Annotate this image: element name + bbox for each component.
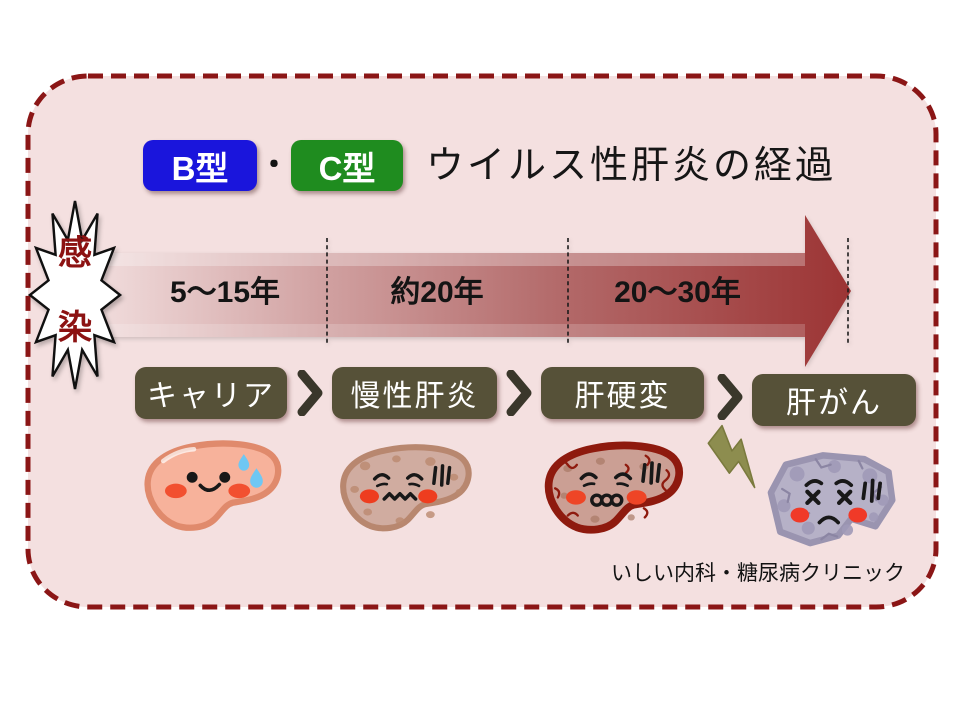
hepatitis-b-badge: B型 [143,140,257,191]
slide-title: ウイルス性肝炎の経過 [426,145,837,187]
sweat-drop-icon [238,454,263,488]
clinic-credit: いしい内科・糖尿病クリニック [611,562,905,585]
stage-box-liver-cancer: 肝がん [752,374,916,426]
lightning-bolt-icon [707,424,756,489]
badge-separator: ・ [259,149,289,182]
stage-box-chronic-hepatitis: 慢性肝炎 [332,367,497,419]
duration-label-cirrhosis: 20〜30年 [614,276,741,309]
healthy-liver-icon [144,440,282,531]
liver-cancer-icon [767,452,896,547]
cirrhosis-liver-icon [544,441,683,534]
duration-label-chronic: 約20年 [390,276,484,309]
burst-shape [27,200,123,390]
hepatitis-c-badge: C型 [291,140,403,191]
timeline-arrow [103,215,851,367]
chronic-hepatitis-liver-icon [340,444,472,532]
duration-label-carrier: 5〜15年 [169,276,281,309]
infection-char-top: 感 [58,235,92,273]
arrow-shape [103,215,851,367]
infection-burst: 感 染 [27,200,123,390]
stage-box-carrier: キャリア [135,367,287,419]
chevron-right-icon [717,374,743,420]
stage-box-cirrhosis: 肝硬変 [541,367,704,419]
chevron-right-icon [506,370,532,416]
infection-char-bottom: 染 [58,309,93,347]
chevron-right-icon [297,370,323,416]
